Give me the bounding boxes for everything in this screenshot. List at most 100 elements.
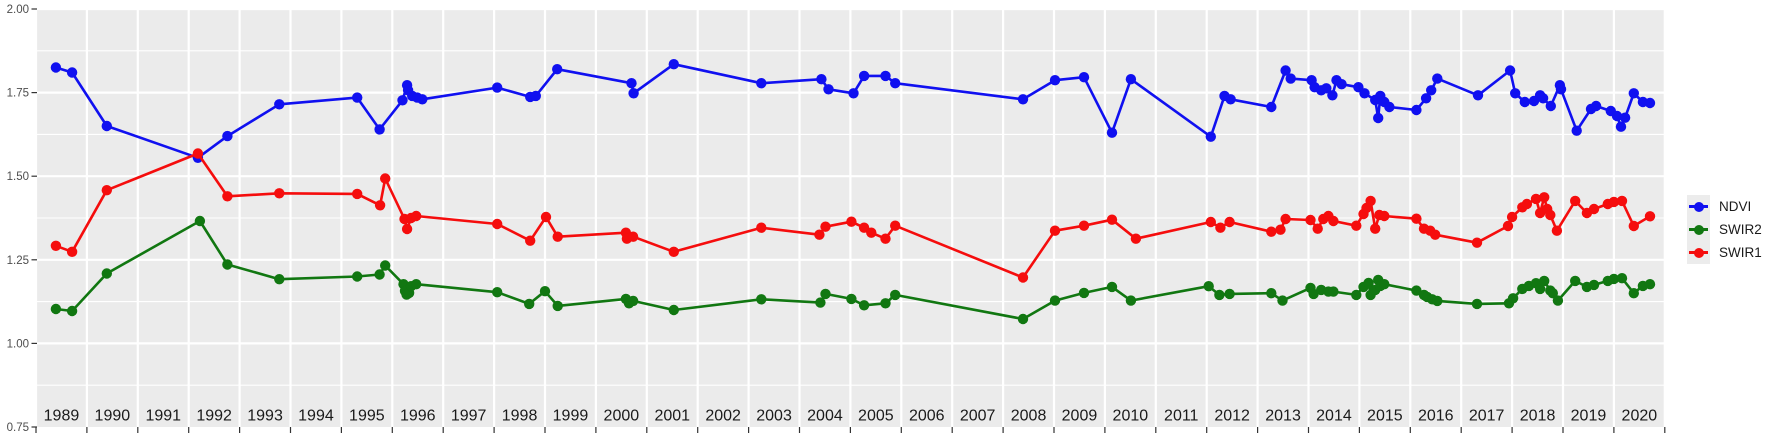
data-point bbox=[1125, 74, 1137, 85]
data-point bbox=[1106, 281, 1118, 293]
x-axis-year-label: 2015 bbox=[1367, 408, 1403, 425]
data-point bbox=[1373, 112, 1384, 124]
series-swir2 bbox=[50, 215, 1656, 325]
x-axis-year-label: 2000 bbox=[604, 408, 640, 425]
data-point bbox=[1521, 198, 1533, 210]
data-point bbox=[1280, 213, 1291, 225]
data-point bbox=[1266, 226, 1277, 237]
data-point bbox=[192, 148, 204, 159]
data-point bbox=[823, 84, 834, 95]
data-point bbox=[401, 223, 413, 235]
data-point bbox=[1608, 196, 1620, 208]
series-ndvi bbox=[50, 58, 1656, 163]
data-point bbox=[50, 240, 62, 251]
data-point bbox=[848, 88, 859, 99]
data-point bbox=[417, 94, 428, 105]
data-point bbox=[539, 286, 551, 297]
data-point bbox=[274, 99, 285, 110]
legend-label-swir1: SWIR1 bbox=[1719, 245, 1762, 260]
data-point bbox=[1555, 84, 1567, 95]
x-axis-year-label: 2001 bbox=[654, 408, 690, 425]
data-point bbox=[411, 279, 422, 290]
data-point bbox=[1628, 288, 1640, 299]
data-point bbox=[274, 274, 285, 285]
data-point bbox=[1225, 94, 1236, 105]
data-point bbox=[1519, 96, 1531, 108]
data-point bbox=[820, 288, 831, 300]
x-axis-year-label: 2017 bbox=[1469, 408, 1505, 425]
x-axis-year-label: 2016 bbox=[1418, 408, 1454, 425]
data-point bbox=[1106, 127, 1118, 138]
data-point bbox=[1616, 195, 1628, 207]
data-point bbox=[1471, 298, 1483, 310]
data-point bbox=[50, 303, 62, 315]
data-point bbox=[1049, 225, 1061, 236]
data-point bbox=[756, 78, 767, 89]
x-axis-year-label: 2019 bbox=[1571, 408, 1607, 425]
data-point bbox=[492, 82, 503, 93]
data-point bbox=[552, 300, 563, 312]
data-point bbox=[530, 90, 541, 102]
data-point bbox=[1312, 223, 1323, 234]
x-axis-year-label: 2004 bbox=[807, 408, 843, 425]
data-point bbox=[1530, 193, 1542, 205]
x-axis-year-label: 2002 bbox=[705, 408, 741, 425]
x-axis-year-label: 1997 bbox=[451, 408, 487, 425]
data-point bbox=[1506, 211, 1518, 223]
x-axis-year-label: 2003 bbox=[756, 408, 792, 425]
x-axis-year-label: 2020 bbox=[1622, 408, 1658, 425]
data-point bbox=[374, 200, 386, 211]
data-point bbox=[1305, 214, 1316, 226]
data-point bbox=[1611, 110, 1623, 122]
data-point bbox=[668, 304, 679, 316]
data-point bbox=[880, 70, 891, 82]
series-swir1 bbox=[50, 148, 1656, 283]
data-point bbox=[626, 78, 637, 89]
data-point bbox=[1328, 286, 1339, 297]
data-point bbox=[1534, 283, 1546, 295]
data-point bbox=[1285, 73, 1296, 84]
data-point bbox=[1224, 216, 1235, 228]
data-point bbox=[1426, 85, 1437, 96]
point-glyph bbox=[1693, 247, 1704, 258]
legend-key-swir1-icon bbox=[1687, 241, 1710, 264]
data-point bbox=[222, 130, 233, 142]
x-axis-year-label: 1993 bbox=[247, 408, 283, 425]
data-point bbox=[627, 231, 639, 242]
data-point bbox=[1363, 277, 1374, 289]
x-axis-year-label: 2013 bbox=[1265, 408, 1301, 425]
x-axis-year-label: 2006 bbox=[909, 408, 945, 425]
data-point bbox=[1275, 224, 1286, 235]
data-point bbox=[374, 124, 385, 135]
data-point bbox=[1078, 72, 1090, 83]
y-axis-tick-label: 2.00 bbox=[7, 4, 29, 16]
data-point bbox=[1203, 281, 1214, 292]
data-point bbox=[1432, 295, 1443, 307]
y-axis-ticks bbox=[31, 8, 37, 428]
x-axis-year-label: 1998 bbox=[502, 408, 538, 425]
data-point bbox=[1351, 289, 1362, 301]
data-point bbox=[1504, 65, 1516, 76]
data-point bbox=[858, 70, 870, 82]
data-point bbox=[1049, 295, 1061, 306]
data-point bbox=[627, 295, 639, 307]
x-axis-year-label: 1989 bbox=[44, 408, 80, 425]
data-point bbox=[1411, 213, 1422, 224]
data-point bbox=[1588, 279, 1600, 291]
gridlines bbox=[37, 8, 1665, 427]
data-point bbox=[101, 185, 113, 196]
data-point bbox=[1049, 75, 1061, 86]
y-axis-tick-label: 1.75 bbox=[7, 88, 29, 100]
x-axis-labels: 1989 1990 1991 1992 1993 1994 1995 1996 1997 1998… bbox=[44, 408, 1658, 425]
x-axis-year-label: 1992 bbox=[196, 408, 232, 425]
data-point bbox=[1379, 210, 1390, 222]
data-point bbox=[1507, 293, 1519, 304]
data-point bbox=[1277, 295, 1288, 306]
data-point bbox=[1539, 192, 1550, 203]
data-point bbox=[816, 74, 827, 85]
x-axis-year-label: 1999 bbox=[553, 408, 589, 425]
data-point bbox=[194, 215, 206, 227]
x-axis-year-label: 2011 bbox=[1164, 408, 1199, 425]
data-point bbox=[628, 88, 639, 99]
